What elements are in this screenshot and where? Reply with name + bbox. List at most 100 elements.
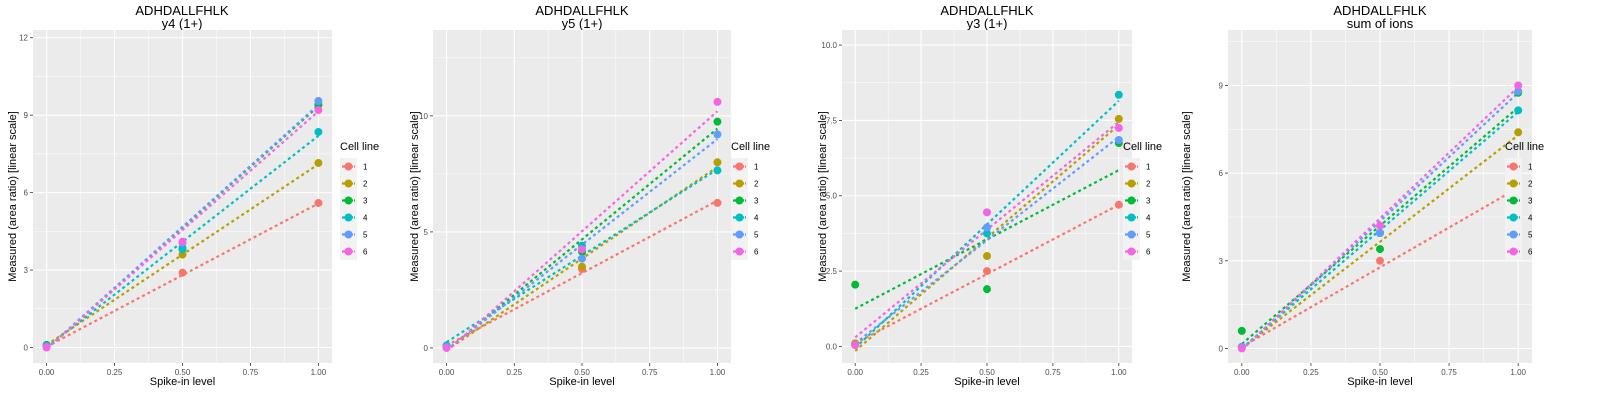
data-point-cell-line-4 <box>178 245 187 254</box>
y-tick-label: 0.0 <box>826 342 838 351</box>
legend-point-icon <box>1509 213 1518 222</box>
data-point-cell-line-4 <box>983 229 991 238</box>
fit-line-cell-line-6 <box>445 110 719 353</box>
data-point-cell-line-4 <box>1514 106 1523 115</box>
legend-label: 2 <box>1528 180 1533 189</box>
x-tick-label: 0.25 <box>107 368 123 377</box>
data-point-cell-line-5 <box>578 254 586 263</box>
fit-line-cell-line-3 <box>445 127 719 352</box>
x-tick-label: 0.50 <box>574 368 590 377</box>
data-point-cell-line-6 <box>42 343 51 352</box>
y-tick-label: 7.5 <box>826 116 838 125</box>
y-tick-label: 3 <box>24 266 29 275</box>
y-tick-label: 6 <box>1219 169 1224 178</box>
data-point-cell-line-2 <box>1114 114 1123 123</box>
legend-label: 5 <box>1528 231 1533 240</box>
data-point-cell-line-6 <box>314 106 323 115</box>
x-tick-label: 0.75 <box>243 368 259 377</box>
chart-subtitle: sum of ions <box>1347 16 1414 31</box>
legend-label: 2 <box>1146 180 1151 189</box>
legend-title: Cell line <box>340 141 379 153</box>
data-point-cell-line-3 <box>1376 245 1384 254</box>
x-tick-label: 0.00 <box>39 368 55 377</box>
legend-point-icon <box>1127 179 1136 188</box>
fit-line-cell-line-1 <box>854 203 1120 345</box>
data-point-cell-line-3 <box>983 285 991 294</box>
legend: Cell line 1 2 3 4 5 6 <box>340 141 379 260</box>
chart-subtitle: y5 (1+) <box>562 16 603 31</box>
data-point-cell-line-6 <box>1237 344 1246 353</box>
data-point-cell-line-6 <box>983 208 991 217</box>
x-tick-label: 0.00 <box>439 368 455 377</box>
data-point-cell-line-6 <box>1114 123 1123 132</box>
legend-point-icon <box>1509 162 1518 171</box>
x-tick-label: 0.75 <box>1045 368 1061 377</box>
chart-subtitle: y3 (1+) <box>967 16 1008 31</box>
legend-point-icon <box>1127 230 1136 239</box>
legend-point-icon <box>344 162 353 171</box>
legend-point-icon <box>1509 179 1518 188</box>
y-tick-label: 9 <box>24 111 29 120</box>
data-point-cell-line-2 <box>1514 128 1523 137</box>
legend-label: 5 <box>1146 231 1151 240</box>
data-point-cell-line-2 <box>713 158 722 167</box>
y-tick-label: 5.0 <box>826 192 838 201</box>
legend-label: 1 <box>754 163 759 172</box>
y-tick-label: 10 <box>419 112 428 121</box>
data-point-cell-line-2 <box>314 158 323 167</box>
data-point-cell-line-5 <box>983 223 991 232</box>
legend-point-icon <box>344 179 353 188</box>
x-tick-label: 0.75 <box>1441 368 1457 377</box>
data-point-cell-line-5 <box>314 96 323 105</box>
x-tick-label: 0.50 <box>1372 368 1388 377</box>
data-point-cell-line-5 <box>1114 135 1123 144</box>
y-axis-label: Measured (area ratio) [linear scale] <box>7 111 19 282</box>
x-tick-label: 0.00 <box>1234 368 1250 377</box>
data-point-cell-line-2 <box>578 262 586 271</box>
data-point-cell-line-4 <box>1114 90 1123 99</box>
y-tick-label: 9 <box>1219 82 1224 91</box>
legend-point-icon <box>1127 196 1136 205</box>
data-point-cell-line-4 <box>713 166 722 175</box>
fit-line-cell-line-3 <box>854 169 1120 310</box>
legend-point-icon <box>735 230 744 239</box>
legend-label: 1 <box>1146 163 1151 172</box>
legend-point-icon <box>1509 247 1518 256</box>
chart-title: ADHDALLFHLK <box>135 3 229 18</box>
legend-label: 6 <box>1528 248 1533 257</box>
chart-title: ADHDALLFHLK <box>940 3 1034 18</box>
data-point-cell-line-4 <box>314 127 323 136</box>
y-tick-label: 10.0 <box>821 41 837 50</box>
data-point-cell-line-6 <box>442 343 451 352</box>
legend-label: 6 <box>754 248 759 257</box>
legend-point-icon <box>1127 247 1136 256</box>
legend-point-icon <box>1127 213 1136 222</box>
x-tick-label: 1.00 <box>1111 368 1127 377</box>
chart-subtitle: y4 (1+) <box>162 16 203 31</box>
y-tick-label: 5 <box>424 228 429 237</box>
legend-label: 1 <box>1528 163 1533 172</box>
x-tick-label: 0.00 <box>847 368 863 377</box>
data-point-cell-line-1 <box>314 198 323 207</box>
legend-point-icon <box>344 196 353 205</box>
x-tick-label: 0.50 <box>979 368 995 377</box>
x-tick-label: 0.25 <box>1303 368 1319 377</box>
fit-line-cell-line-2 <box>854 124 1120 352</box>
legend-label: 4 <box>1146 214 1151 223</box>
legend: Cell line 1 2 3 4 5 6 <box>1123 141 1162 260</box>
data-point-cell-line-6 <box>851 340 860 349</box>
y-axis-label: Measured (area ratio) [linear scale] <box>1181 111 1193 282</box>
y-tick-label: 0 <box>24 344 29 353</box>
data-point-cell-line-1 <box>713 198 722 207</box>
data-point-cell-line-5 <box>1514 87 1523 96</box>
legend-label: 6 <box>363 248 368 257</box>
legend-point-icon <box>1509 230 1518 239</box>
legend-point-icon <box>735 179 744 188</box>
legend-label: 4 <box>363 214 368 223</box>
legend-label: 6 <box>1146 248 1151 257</box>
data-point-cell-line-3 <box>713 117 722 126</box>
x-tick-label: 0.75 <box>642 368 658 377</box>
